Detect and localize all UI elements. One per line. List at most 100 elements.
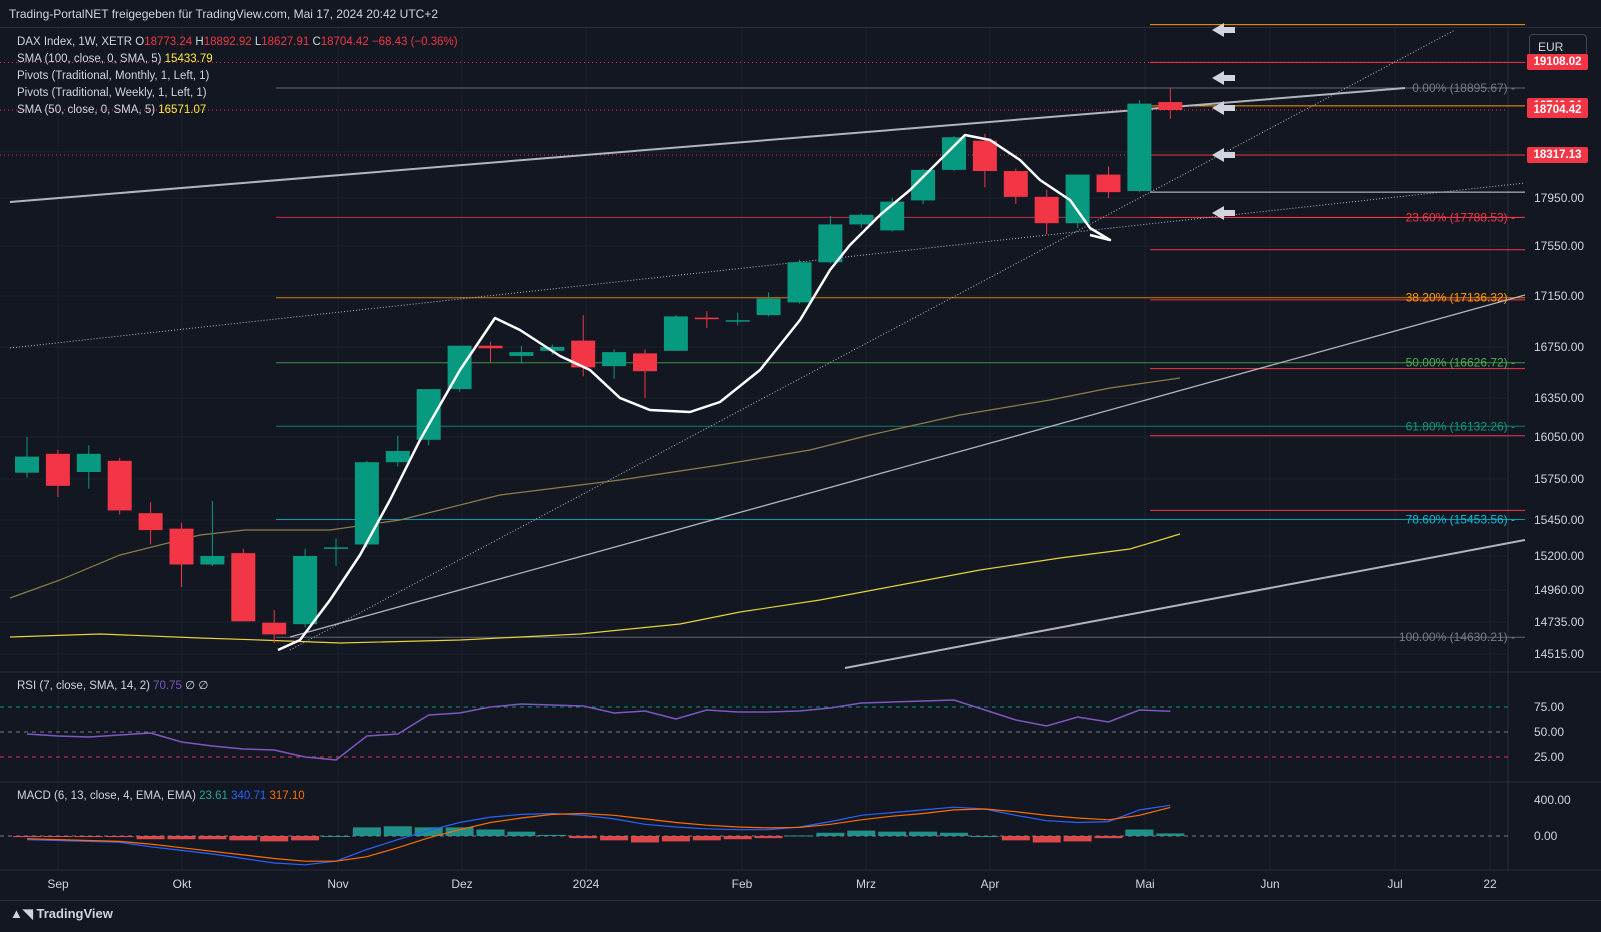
price-tick-label: 16750.00 xyxy=(1534,340,1584,354)
macd-histogram-bar xyxy=(291,836,320,841)
macd-histogram-bar xyxy=(13,836,41,838)
rsi-legend[interactable]: RSI (7, close, SMA, 14, 2) 70.75 ∅ ∅ xyxy=(17,678,208,692)
sma100-legend-row[interactable]: SMA (100, close, 0, SMA, 5) 15433.79 xyxy=(17,51,458,68)
macd-histogram-bar xyxy=(1001,836,1030,841)
dotted-trend-line xyxy=(9,182,1526,349)
time-tick-label: Nov xyxy=(327,877,348,891)
macd-histogram-bar xyxy=(383,826,412,836)
macd-histogram-bar xyxy=(940,832,968,836)
macd-histogram-bar xyxy=(445,827,474,836)
candle-body xyxy=(447,345,472,390)
time-tick-label: Feb xyxy=(732,877,753,891)
low-label: L xyxy=(254,36,262,48)
tradingview-logo[interactable]: ▲◥ TradingView xyxy=(10,906,113,922)
symbol-legend-row[interactable]: DAX Index, 1W, XETR O18773.24 H18892.92 … xyxy=(17,34,458,51)
time-axis: Sep Okt Nov Dez 2024 Feb Mrz Apr Mai Jun Jul 22 xyxy=(47,877,1497,891)
candle-body xyxy=(787,262,812,303)
fib-label: 50.00% (16626.72) - xyxy=(1406,356,1515,370)
macd-legend[interactable]: MACD (6, 13, close, 4, EMA, EMA) 23.61 3… xyxy=(17,790,305,802)
time-tick-label: Jun xyxy=(1260,877,1279,891)
candle-body xyxy=(15,456,39,473)
rsi-level-label: 25.00 xyxy=(1534,750,1564,764)
bottom-bar xyxy=(0,900,1601,932)
chart-canvas[interactable]: 0.00% (18895.67) - 23.60% (17788.53) - 38.… xyxy=(0,0,1601,900)
high-label: H xyxy=(195,36,204,48)
time-tick-label: 22 xyxy=(1483,877,1497,891)
price-badge: 18704.42 xyxy=(1527,102,1588,118)
sma50-label: SMA (50, close, 0, SMA, 5) xyxy=(17,104,156,116)
price-badge: 18317.13 xyxy=(1527,147,1588,163)
tradingview-brand: TradingView xyxy=(36,906,113,921)
macd-histogram-bar xyxy=(692,836,721,841)
candle-body xyxy=(354,462,379,545)
price-tick-label: 15750.00 xyxy=(1534,472,1584,486)
time-tick-label: Apr xyxy=(981,877,1000,891)
price-tick-label: 17950.00 xyxy=(1534,191,1584,205)
macd-histogram-bar xyxy=(414,827,443,836)
macd-level-label: 0.00 xyxy=(1534,829,1558,843)
pivot-lines xyxy=(0,24,1525,511)
share-text: Trading-PortalNET freigegeben für Tradin… xyxy=(9,7,439,21)
macd-histogram-bar xyxy=(105,836,134,838)
candle-body xyxy=(385,451,410,463)
candle-body xyxy=(818,224,843,263)
sma50-line xyxy=(9,377,1181,599)
low-value: 18627.91 xyxy=(261,36,310,48)
candle-body xyxy=(849,214,874,225)
price-tick-label: 16350.00 xyxy=(1534,391,1584,405)
open-value: 18773.24 xyxy=(144,36,193,48)
pivots-weekly-legend-row[interactable]: Pivots (Traditional, Weekly, 1, Left, 1) xyxy=(17,85,458,102)
macd-histogram-bar xyxy=(476,829,505,836)
pivots-monthly-legend-row[interactable]: Pivots (Traditional, Monthly, 1, Left, 1… xyxy=(17,68,458,85)
candle-body xyxy=(76,453,101,472)
close-label: C xyxy=(312,36,321,48)
macd-histogram-bar xyxy=(1032,836,1061,843)
candle-body xyxy=(169,528,194,565)
candle-body xyxy=(602,352,627,367)
fib-label: 100.00% (14630.21) - xyxy=(1399,630,1515,644)
sma100-label: SMA (100, close, 0, SMA, 5) xyxy=(17,53,162,65)
freehand-curve xyxy=(277,133,1112,652)
macd-line-value: 340.71 xyxy=(231,790,267,802)
rsi-label: RSI (7, close, SMA, 14, 2) xyxy=(17,680,150,692)
macd-histogram-bar xyxy=(229,836,258,841)
candle-body xyxy=(1096,174,1121,193)
left-arrow-icon xyxy=(1212,23,1235,37)
price-badge: 19108.02 xyxy=(1527,54,1588,71)
candle-body xyxy=(1003,171,1028,197)
left-arrow-icon xyxy=(1212,148,1235,162)
candle-body xyxy=(1158,102,1183,110)
fib-label: 78.60% (15453.56) - xyxy=(1406,513,1515,527)
top-bar: Trading-PortalNET freigegeben für Tradin… xyxy=(0,0,1601,28)
macd-histogram-bar xyxy=(1156,833,1185,836)
fib-label: 38.20% (17136.32) - xyxy=(1406,291,1515,305)
macd-signal-line xyxy=(26,806,1171,862)
candle-body xyxy=(138,513,163,531)
candle-body xyxy=(972,140,997,172)
price-tick-label: 14960.00 xyxy=(1534,583,1584,597)
macd-histogram-bar xyxy=(878,831,907,836)
left-arrow-icon xyxy=(1212,206,1235,220)
rsi-level-label: 75.00 xyxy=(1534,700,1564,714)
macd-histogram-bar xyxy=(167,836,196,840)
candle-body xyxy=(694,317,719,320)
macd-histogram-bar xyxy=(352,827,381,836)
price-tick-label: 17150.00 xyxy=(1534,289,1584,303)
price-tick-label: 14515.00 xyxy=(1534,647,1584,661)
grid-lines xyxy=(0,28,1508,870)
high-value: 18892.92 xyxy=(203,36,252,48)
macd-histogram-bar xyxy=(538,834,567,836)
candle-body xyxy=(725,320,750,322)
candle-body xyxy=(633,353,657,372)
macd-level-label: 400.00 xyxy=(1534,793,1571,807)
time-tick-label: Mai xyxy=(1135,877,1154,891)
fib-label: 0.00% (18895.67) - xyxy=(1412,81,1515,95)
macd-histogram-bar xyxy=(136,836,165,840)
rsi-value: 70.75 xyxy=(153,680,182,692)
candle-body xyxy=(478,345,503,349)
macd-histogram-bar xyxy=(816,832,845,836)
fib-label: 23.60% (17788.53) - xyxy=(1406,210,1515,224)
macd-label: MACD (6, 13, close, 4, EMA, EMA) xyxy=(17,790,196,802)
sma50-legend-row[interactable]: SMA (50, close, 0, SMA, 5) 16571.07 xyxy=(17,102,458,119)
sma50-value: 16571.07 xyxy=(158,104,207,116)
